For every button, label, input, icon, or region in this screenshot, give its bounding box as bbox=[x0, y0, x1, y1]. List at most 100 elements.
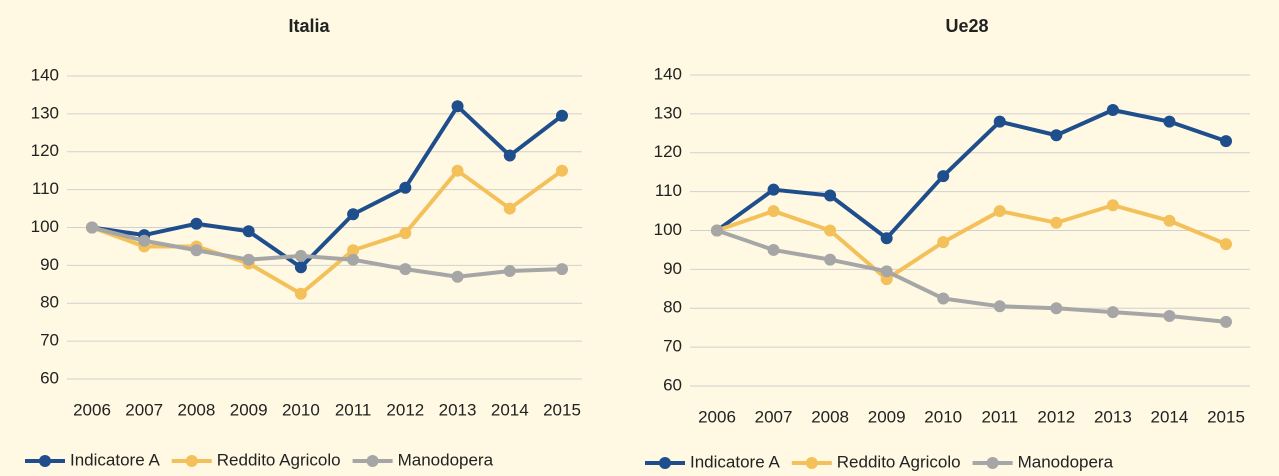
data-point bbox=[347, 244, 360, 257]
legend-marker bbox=[986, 457, 999, 469]
x-tick-label: 2012 bbox=[1037, 407, 1075, 426]
data-point bbox=[937, 236, 950, 249]
legend-marker bbox=[185, 455, 198, 467]
y-tick-label: 70 bbox=[40, 331, 59, 350]
data-point bbox=[824, 189, 837, 202]
y-tick-label: 60 bbox=[40, 368, 59, 387]
x-tick-label: 2012 bbox=[386, 400, 424, 419]
data-point bbox=[347, 253, 360, 266]
x-tick-label: 2015 bbox=[543, 400, 581, 419]
series-line bbox=[91, 104, 564, 270]
legend-label: Manodopera bbox=[398, 450, 494, 469]
x-tick-label: 2009 bbox=[868, 407, 906, 426]
y-tick-label: 100 bbox=[654, 220, 682, 239]
data-point bbox=[880, 265, 893, 278]
data-point bbox=[138, 234, 151, 247]
y-tick-label: 110 bbox=[655, 181, 682, 200]
data-point bbox=[824, 253, 837, 266]
data-point bbox=[242, 253, 255, 266]
data-point bbox=[1106, 103, 1119, 116]
data-point bbox=[399, 181, 412, 194]
data-point bbox=[1163, 214, 1176, 227]
data-point bbox=[767, 243, 780, 256]
data-point bbox=[556, 263, 568, 276]
y-tick-label: 80 bbox=[40, 293, 59, 312]
data-point bbox=[451, 100, 464, 113]
data-point bbox=[556, 164, 568, 177]
data-point bbox=[503, 149, 516, 162]
x-tick-label: 2010 bbox=[282, 400, 320, 419]
legend-label: Indicatore A bbox=[70, 450, 160, 469]
y-tick-label: 120 bbox=[654, 142, 682, 161]
y-tick-label: 130 bbox=[31, 103, 59, 122]
legend-label: Indicatore A bbox=[690, 452, 780, 471]
x-tick-label: 2011 bbox=[335, 400, 372, 419]
data-point bbox=[86, 221, 98, 234]
x-tick-label: 2015 bbox=[1207, 407, 1245, 426]
x-tick-label: 2008 bbox=[178, 400, 216, 419]
data-point bbox=[824, 224, 837, 237]
y-tick-label: 120 bbox=[31, 141, 59, 160]
y-tick-label: 100 bbox=[31, 217, 59, 236]
data-point bbox=[937, 170, 950, 183]
data-point bbox=[767, 205, 780, 218]
legend-label: Reddito Agricolo bbox=[837, 452, 961, 471]
legend-marker bbox=[659, 457, 671, 469]
data-point bbox=[294, 249, 307, 262]
series-line bbox=[715, 107, 1227, 241]
x-tick-label: 2013 bbox=[1094, 407, 1132, 426]
data-point bbox=[347, 208, 360, 221]
legend-marker bbox=[39, 455, 51, 467]
data-point bbox=[1220, 135, 1232, 148]
y-tick-label: 80 bbox=[663, 298, 682, 317]
data-point bbox=[880, 232, 893, 245]
data-point bbox=[556, 109, 568, 122]
data-point bbox=[451, 270, 464, 283]
data-point bbox=[711, 224, 723, 237]
data-point bbox=[1050, 129, 1063, 142]
y-tick-label: 140 bbox=[654, 64, 682, 83]
x-tick-label: 2014 bbox=[491, 400, 529, 419]
data-point bbox=[1220, 238, 1232, 251]
data-point bbox=[399, 263, 412, 276]
legend-label: Manodopera bbox=[1018, 452, 1114, 471]
legend-marker bbox=[366, 455, 379, 467]
data-point bbox=[767, 183, 780, 196]
y-tick-label: 140 bbox=[31, 65, 59, 84]
x-tick-label: 2006 bbox=[698, 407, 736, 426]
x-tick-label: 2007 bbox=[755, 407, 793, 426]
y-tick-label: 90 bbox=[663, 259, 682, 278]
data-point bbox=[993, 115, 1006, 128]
data-point bbox=[399, 227, 412, 240]
data-point bbox=[451, 164, 464, 177]
y-tick-label: 60 bbox=[663, 375, 682, 394]
data-point bbox=[1050, 216, 1063, 229]
chart-title: Italia bbox=[288, 16, 330, 36]
legend-label: Reddito Agricolo bbox=[217, 450, 341, 469]
data-point bbox=[1106, 306, 1119, 319]
x-tick-label: 2013 bbox=[439, 400, 477, 419]
series-line bbox=[91, 225, 563, 279]
y-tick-label: 110 bbox=[32, 179, 59, 198]
x-tick-label: 2006 bbox=[73, 400, 111, 419]
x-tick-label: 2010 bbox=[924, 407, 962, 426]
x-tick-label: 2007 bbox=[125, 400, 163, 419]
data-point bbox=[993, 300, 1006, 313]
x-tick-label: 2009 bbox=[230, 400, 268, 419]
x-tick-label: 2008 bbox=[811, 407, 849, 426]
y-tick-label: 70 bbox=[663, 337, 682, 356]
data-point bbox=[503, 202, 516, 215]
x-tick-label: 2014 bbox=[1151, 407, 1189, 426]
series-line bbox=[716, 228, 1227, 324]
x-tick-label: 2011 bbox=[981, 407, 1018, 426]
data-point bbox=[993, 205, 1006, 218]
series-line bbox=[716, 203, 1227, 282]
data-point bbox=[294, 287, 307, 300]
data-point bbox=[1163, 115, 1176, 128]
data-point bbox=[1163, 310, 1176, 323]
y-tick-label: 90 bbox=[40, 255, 59, 274]
legend-marker bbox=[805, 457, 818, 469]
data-point bbox=[294, 261, 307, 274]
chart-title: Ue28 bbox=[945, 16, 988, 36]
